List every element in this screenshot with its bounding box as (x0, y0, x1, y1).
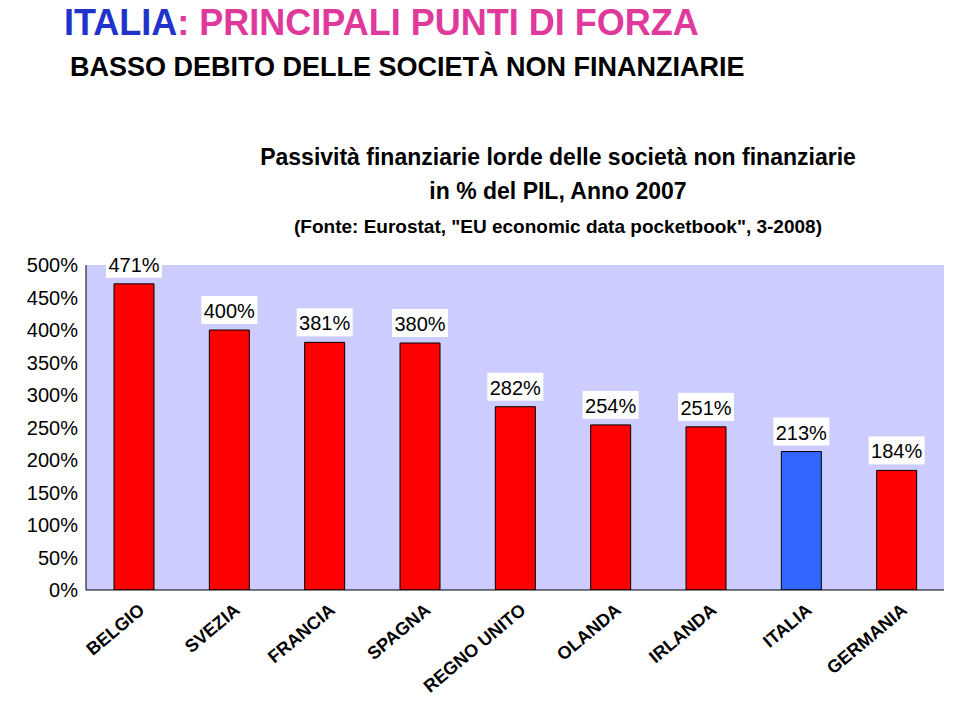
svg-text:FRANCIA: FRANCIA (264, 600, 339, 667)
svg-text:SPAGNA: SPAGNA (363, 600, 434, 664)
svg-text:OLANDA: OLANDA (553, 600, 625, 665)
svg-text:450%: 450% (27, 287, 78, 309)
svg-text:REGNO UNITO: REGNO UNITO (420, 600, 530, 697)
svg-text:IRLANDA: IRLANDA (645, 600, 720, 667)
html-text:in % del PIL, Anno 2007: in % del PIL, Anno 2007 (429, 178, 687, 204)
svg-text:150%: 150% (27, 482, 78, 504)
svg-text:471%: 471% (108, 254, 159, 276)
svg-text:380%: 380% (394, 313, 445, 335)
svg-text:400%: 400% (27, 319, 78, 341)
svg-text:282%: 282% (490, 377, 541, 399)
svg-text:GERMANIA: GERMANIA (823, 600, 911, 678)
svg-text:200%: 200% (27, 449, 78, 471)
svg-text:251%: 251% (680, 397, 731, 419)
svg-text:50%: 50% (38, 547, 78, 569)
svg-text:350%: 350% (27, 352, 78, 374)
html-text:BASSO DEBITO DELLE SOCIETÀ NON: BASSO DEBITO DELLE SOCIETÀ NON FINANZIAR… (70, 52, 745, 82)
html-text:ITALIA: PRINCIPALI PUNTI DI FO: ITALIA: PRINCIPALI PUNTI DI FORZA (64, 2, 699, 43)
svg-text:250%: 250% (27, 417, 78, 439)
svg-text:BELGIO: BELGIO (83, 600, 149, 660)
svg-text:381%: 381% (299, 312, 350, 334)
svg-text:400%: 400% (204, 300, 255, 322)
svg-text:300%: 300% (27, 384, 78, 406)
svg-text:SVEZIA: SVEZIA (181, 600, 244, 657)
html-text:Passività finanziarie lorde de: Passività finanziarie lorde delle societ… (260, 144, 856, 170)
svg-text:213%: 213% (776, 422, 827, 444)
svg-text:500%: 500% (27, 254, 78, 276)
svg-text:ITALIA: ITALIA (759, 600, 815, 652)
html-text:(Fonte: Eurostat, "EU economic: (Fonte: Eurostat, "EU economic data pock… (294, 216, 822, 237)
svg-text:254%: 254% (585, 395, 636, 417)
svg-text:184%: 184% (871, 440, 922, 462)
svg-text:0%: 0% (49, 579, 78, 601)
svg-text:100%: 100% (27, 514, 78, 536)
